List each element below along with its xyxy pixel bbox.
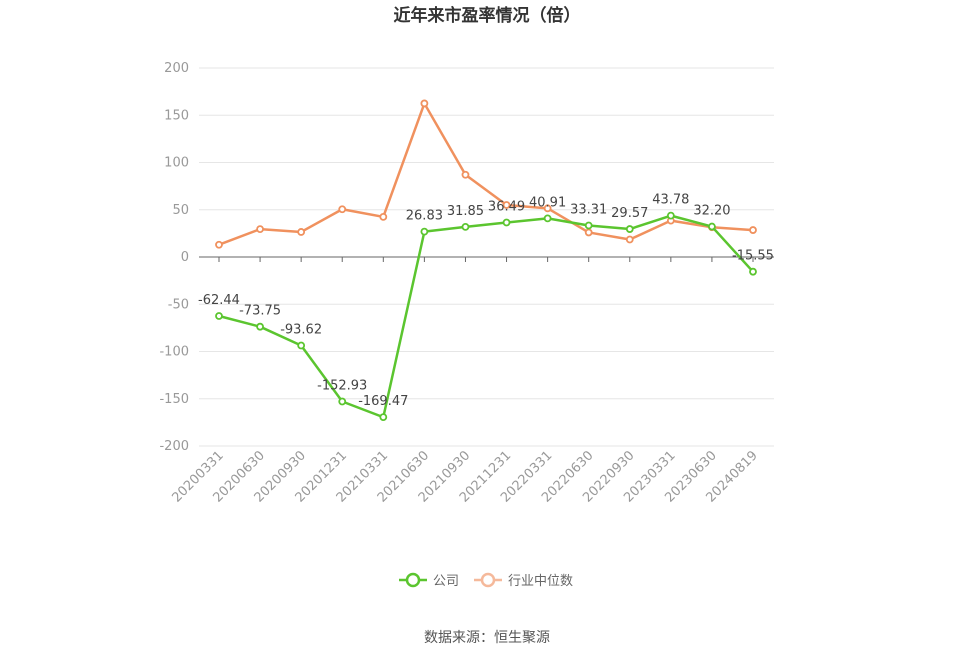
point-industry <box>749 226 757 234</box>
y-tick-label: 0 <box>181 250 189 265</box>
point-company <box>297 341 306 350</box>
legend-marker-industry <box>480 572 496 588</box>
y-tick-label: 150 <box>164 108 189 123</box>
point-company <box>749 267 757 276</box>
point-company <box>256 322 264 331</box>
y-tick-label: -50 <box>168 297 189 312</box>
point-company <box>461 223 470 231</box>
point-industry <box>338 205 347 214</box>
point-company <box>584 221 593 230</box>
point-company <box>666 211 675 220</box>
data-label-company: 36.49 <box>488 200 525 215</box>
y-tick-label: -100 <box>159 345 189 360</box>
point-company <box>625 225 634 233</box>
data-label-company: -15.55 <box>732 249 774 264</box>
y-tick-label: -200 <box>159 439 189 454</box>
series-line-company <box>218 214 754 419</box>
data-label-company: 32.20 <box>693 204 730 219</box>
legend-item-industry[interactable]: 行业中位数 <box>474 572 573 589</box>
y-axis-ticks: 200 150 100 50 0 -50 -100 -150 -200 <box>159 61 189 454</box>
point-company <box>502 218 511 227</box>
point-industry <box>502 201 511 209</box>
point-industry <box>215 240 223 249</box>
point-company <box>379 413 388 422</box>
grid <box>199 67 774 447</box>
point-industry <box>420 99 429 108</box>
point-company <box>338 397 347 406</box>
point-company <box>543 214 552 223</box>
series-group <box>215 99 757 422</box>
point-industry <box>461 170 470 179</box>
point-company <box>708 222 716 231</box>
point-industry <box>297 228 306 236</box>
y-tick-label: 100 <box>164 156 189 171</box>
data-labels: -62.44-73.75 -93.62 -152.93-169.47 26.83 31.… <box>198 193 774 410</box>
point-industry <box>379 212 388 221</box>
series-line-industry <box>218 102 754 246</box>
data-label-company: 29.57 <box>611 206 648 221</box>
legend[interactable]: 公司 行业中位数 <box>399 572 573 589</box>
point-industry <box>256 225 264 234</box>
legend-item-company[interactable]: 公司 <box>399 572 459 589</box>
y-tick-label: -150 <box>159 392 189 407</box>
data-label-company: 31.85 <box>447 204 484 219</box>
legend-marker-company <box>405 572 421 588</box>
source-note: 数据来源：恒生聚源 <box>424 630 550 646</box>
data-label-company: -93.62 <box>280 322 322 337</box>
point-industry <box>543 204 552 213</box>
legend-label-company: 公司 <box>433 574 459 589</box>
data-label-company: 33.31 <box>570 203 607 218</box>
data-label-company: 40.91 <box>529 195 566 210</box>
data-label-company: 43.78 <box>652 193 689 208</box>
data-label-company: -169.47 <box>358 394 408 409</box>
chart-title: 近年来市盈率情况（倍） <box>394 5 581 26</box>
point-company <box>215 312 223 320</box>
point-industry <box>584 228 593 237</box>
data-label-company: -62.44 <box>198 293 240 308</box>
y-tick-label: 200 <box>164 61 189 76</box>
data-label-company: -152.93 <box>317 379 367 394</box>
y-tick-label: 50 <box>172 203 189 218</box>
data-label-company: 26.83 <box>406 209 443 224</box>
x-axis-ticks: 2020033120200630202009302020123120210331… <box>169 448 760 505</box>
legend-label-industry: 行业中位数 <box>508 574 573 589</box>
data-label-company: -73.75 <box>239 304 281 319</box>
point-industry <box>625 235 634 244</box>
point-company <box>420 227 429 236</box>
